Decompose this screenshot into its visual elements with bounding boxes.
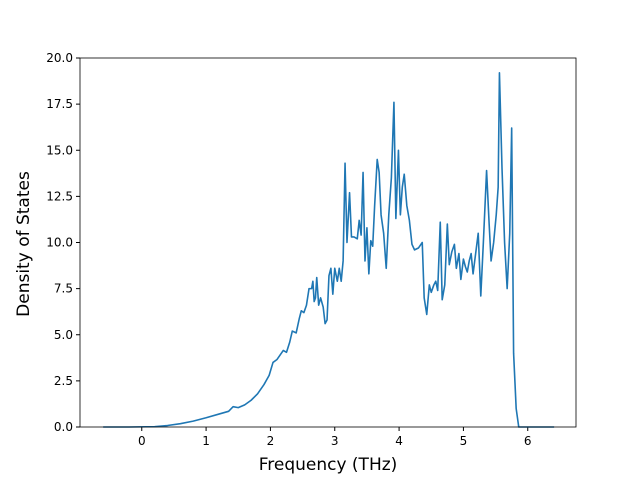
x-tick-label: 4 [395, 434, 403, 448]
y-tick-label: 10.0 [46, 236, 73, 250]
x-tick-label: 3 [331, 434, 339, 448]
y-tick-label: 5.0 [54, 328, 73, 342]
x-tick-label: 2 [267, 434, 275, 448]
plot-frame [79, 57, 577, 428]
y-tick-label: 7.5 [54, 282, 73, 296]
dos-line [103, 71, 555, 428]
x-tick-label: 6 [524, 434, 532, 448]
x-axis-label: Frequency (THz) [259, 455, 398, 475]
y-tick-label: 17.5 [46, 97, 73, 111]
y-tick-label: 20.0 [46, 51, 73, 65]
x-tick-label: 1 [202, 434, 210, 448]
y-tick-label: 2.5 [54, 374, 73, 388]
y-axis-label: Density of States [14, 171, 34, 317]
x-tick-label: 5 [460, 434, 468, 448]
y-tick-label: 0.0 [54, 420, 73, 434]
y-tick-label: 12.5 [46, 189, 73, 203]
x-tick-label: 0 [138, 434, 146, 448]
y-tick-label: 15.0 [46, 143, 73, 157]
